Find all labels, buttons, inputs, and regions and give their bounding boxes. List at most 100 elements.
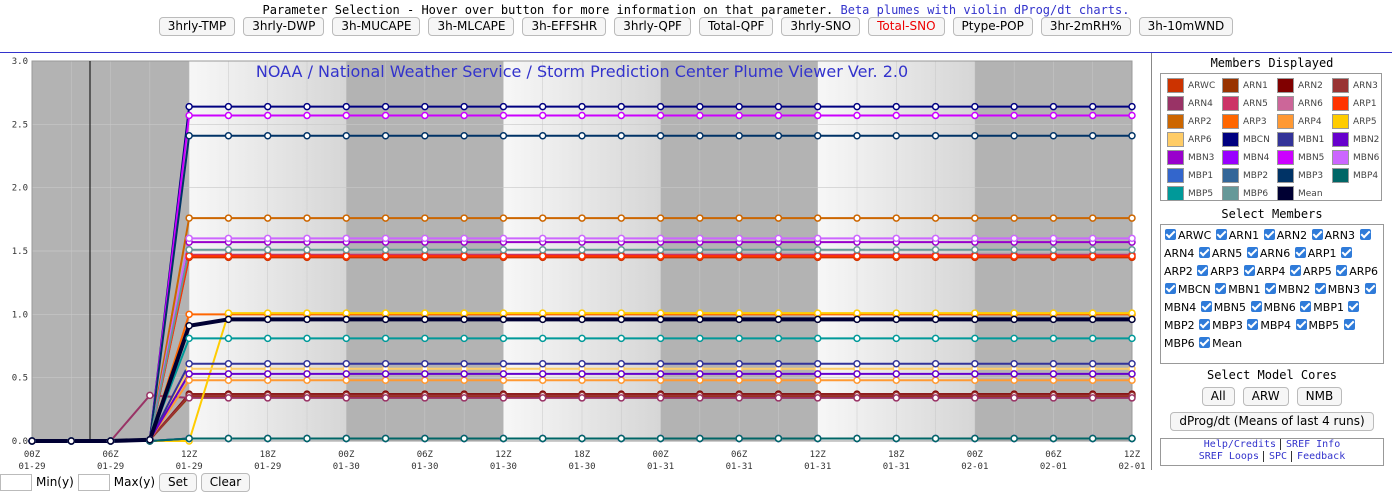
- data-point: [1088, 131, 1097, 140]
- checkbox[interactable]: [1199, 319, 1211, 330]
- dprog-button[interactable]: dProg/dt (Means of last 4 runs): [1170, 412, 1374, 431]
- checkbox-label[interactable]: MBN6: [1263, 301, 1296, 314]
- checkbox[interactable]: [1165, 283, 1176, 294]
- core-button[interactable]: NMB: [1296, 387, 1343, 406]
- checkbox[interactable]: [1336, 265, 1348, 276]
- checkbox[interactable]: [1300, 301, 1312, 312]
- checkbox[interactable]: [1314, 283, 1326, 294]
- checkbox-label[interactable]: MBP4: [1260, 319, 1292, 332]
- checkbox[interactable]: [1359, 229, 1371, 240]
- parameter-button[interactable]: 3hr-2mRH%: [1040, 17, 1131, 36]
- data-point: [931, 214, 940, 222]
- core-button[interactable]: All: [1201, 387, 1235, 406]
- checkbox[interactable]: [1341, 247, 1353, 258]
- checkbox[interactable]: [1246, 247, 1258, 258]
- checkbox-label[interactable]: ARP5: [1302, 265, 1332, 278]
- parameter-button[interactable]: 3h-EFFSHR: [522, 17, 607, 36]
- data-point: [774, 131, 783, 140]
- set-button[interactable]: Set: [159, 472, 197, 492]
- header-link[interactable]: Beta plumes with violin dProg/dt charts.: [840, 3, 1130, 17]
- checkbox-label[interactable]: MBP2: [1164, 319, 1195, 332]
- data-point: [892, 309, 901, 317]
- data-point: [931, 370, 940, 378]
- clear-button[interactable]: Clear: [200, 472, 251, 492]
- checkbox[interactable]: [1343, 319, 1355, 330]
- checkbox[interactable]: [1364, 283, 1376, 294]
- y-tick-label: 3.0: [12, 57, 28, 67]
- checkbox-label[interactable]: MBP5: [1308, 319, 1340, 332]
- data-point: [892, 111, 901, 120]
- checkbox[interactable]: [1215, 283, 1227, 294]
- link[interactable]: Feedback: [1291, 451, 1346, 462]
- checkbox-label[interactable]: ARN3: [1324, 229, 1355, 242]
- checkbox[interactable]: [1250, 301, 1262, 312]
- parameter-button[interactable]: Total-QPF: [698, 17, 774, 36]
- checkbox-label[interactable]: ARP1: [1307, 247, 1337, 260]
- data-point: [342, 394, 351, 402]
- checkbox-label[interactable]: MBN3: [1327, 283, 1361, 296]
- checkbox[interactable]: [1165, 229, 1176, 240]
- legend: ARWC ARN1 ARN2 ARN3 ARN4 ARN5 ARN6 ARP1 ARP2 ARP3…: [1160, 73, 1382, 201]
- checkbox-label[interactable]: ARN4: [1164, 247, 1195, 260]
- checkbox-label[interactable]: MBP3: [1212, 319, 1243, 332]
- checkbox-label[interactable]: ARN2: [1276, 229, 1308, 242]
- link[interactable]: SREF Loops: [1198, 451, 1259, 462]
- checkbox[interactable]: [1294, 247, 1306, 258]
- data-point: [696, 102, 704, 111]
- checkbox[interactable]: [1311, 229, 1323, 240]
- checkbox-label[interactable]: ARN1: [1228, 229, 1260, 242]
- min-input[interactable]: [0, 473, 32, 491]
- checkbox-label[interactable]: ARP2: [1164, 265, 1193, 278]
- parameter-button[interactable]: Total-SNO: [868, 17, 945, 36]
- link[interactable]: Help/Credits: [1203, 439, 1277, 450]
- parameter-button[interactable]: 3h-10mWND: [1138, 17, 1234, 36]
- core-button[interactable]: ARW: [1242, 387, 1289, 406]
- data-point: [1049, 359, 1058, 368]
- link[interactable]: SPC: [1262, 451, 1288, 462]
- data-point: [1010, 315, 1018, 324]
- parameter-button[interactable]: 3hrly-TMP: [158, 17, 236, 36]
- parameter-button[interactable]: 3h-MLCAPE: [428, 17, 515, 36]
- checkbox-label[interactable]: ARP6: [1349, 265, 1379, 278]
- data-point: [185, 252, 193, 260]
- checkbox-label[interactable]: ARP3: [1210, 265, 1240, 278]
- data-point: [617, 252, 626, 260]
- checkbox-label[interactable]: ARWC: [1178, 229, 1212, 242]
- checkbox-label[interactable]: ARN6: [1259, 247, 1291, 260]
- checkbox[interactable]: [1199, 337, 1211, 348]
- link[interactable]: SREF Info: [1280, 439, 1341, 450]
- checkbox[interactable]: [1265, 283, 1277, 294]
- checkbox[interactable]: [1289, 265, 1301, 276]
- data-point: [1010, 111, 1018, 120]
- checkbox-label[interactable]: MBP1: [1313, 301, 1344, 314]
- parameter-button[interactable]: 3h-MUCAPE: [332, 17, 421, 36]
- checkbox-label[interactable]: ARP4: [1256, 265, 1286, 278]
- checkbox[interactable]: [1200, 301, 1212, 312]
- data-point: [499, 376, 508, 384]
- checkbox-label[interactable]: MBN2: [1278, 283, 1311, 296]
- data-point: [656, 131, 665, 140]
- checkbox[interactable]: [1243, 265, 1255, 276]
- legend-item: ARN4: [1167, 96, 1213, 111]
- checkbox[interactable]: [1198, 247, 1210, 258]
- checkbox-label[interactable]: MBN1: [1228, 283, 1261, 296]
- checkbox[interactable]: [1295, 319, 1307, 330]
- checkbox-label[interactable]: MBP6: [1164, 337, 1195, 350]
- parameter-button[interactable]: 3hrly-SNO: [781, 17, 861, 36]
- legend-label: MBP3: [1298, 170, 1324, 181]
- checkbox[interactable]: [1247, 319, 1259, 330]
- checkbox-label[interactable]: Mean: [1212, 337, 1243, 350]
- checkbox[interactable]: [1263, 229, 1275, 240]
- data-point: [185, 245, 193, 254]
- checkbox-label[interactable]: MBN5: [1213, 301, 1247, 314]
- checkbox[interactable]: [1348, 301, 1360, 312]
- parameter-button[interactable]: 3hrly-DWP: [243, 17, 325, 36]
- checkbox[interactable]: [1215, 229, 1227, 240]
- parameter-button[interactable]: 3hrly-QPF: [614, 17, 691, 36]
- checkbox-label[interactable]: MBCN: [1178, 283, 1211, 296]
- checkbox-label[interactable]: MBN4: [1164, 301, 1197, 314]
- checkbox[interactable]: [1197, 265, 1209, 276]
- checkbox-label[interactable]: ARN5: [1211, 247, 1243, 260]
- max-input[interactable]: [77, 473, 110, 491]
- parameter-button[interactable]: Ptype-POP: [952, 17, 1033, 36]
